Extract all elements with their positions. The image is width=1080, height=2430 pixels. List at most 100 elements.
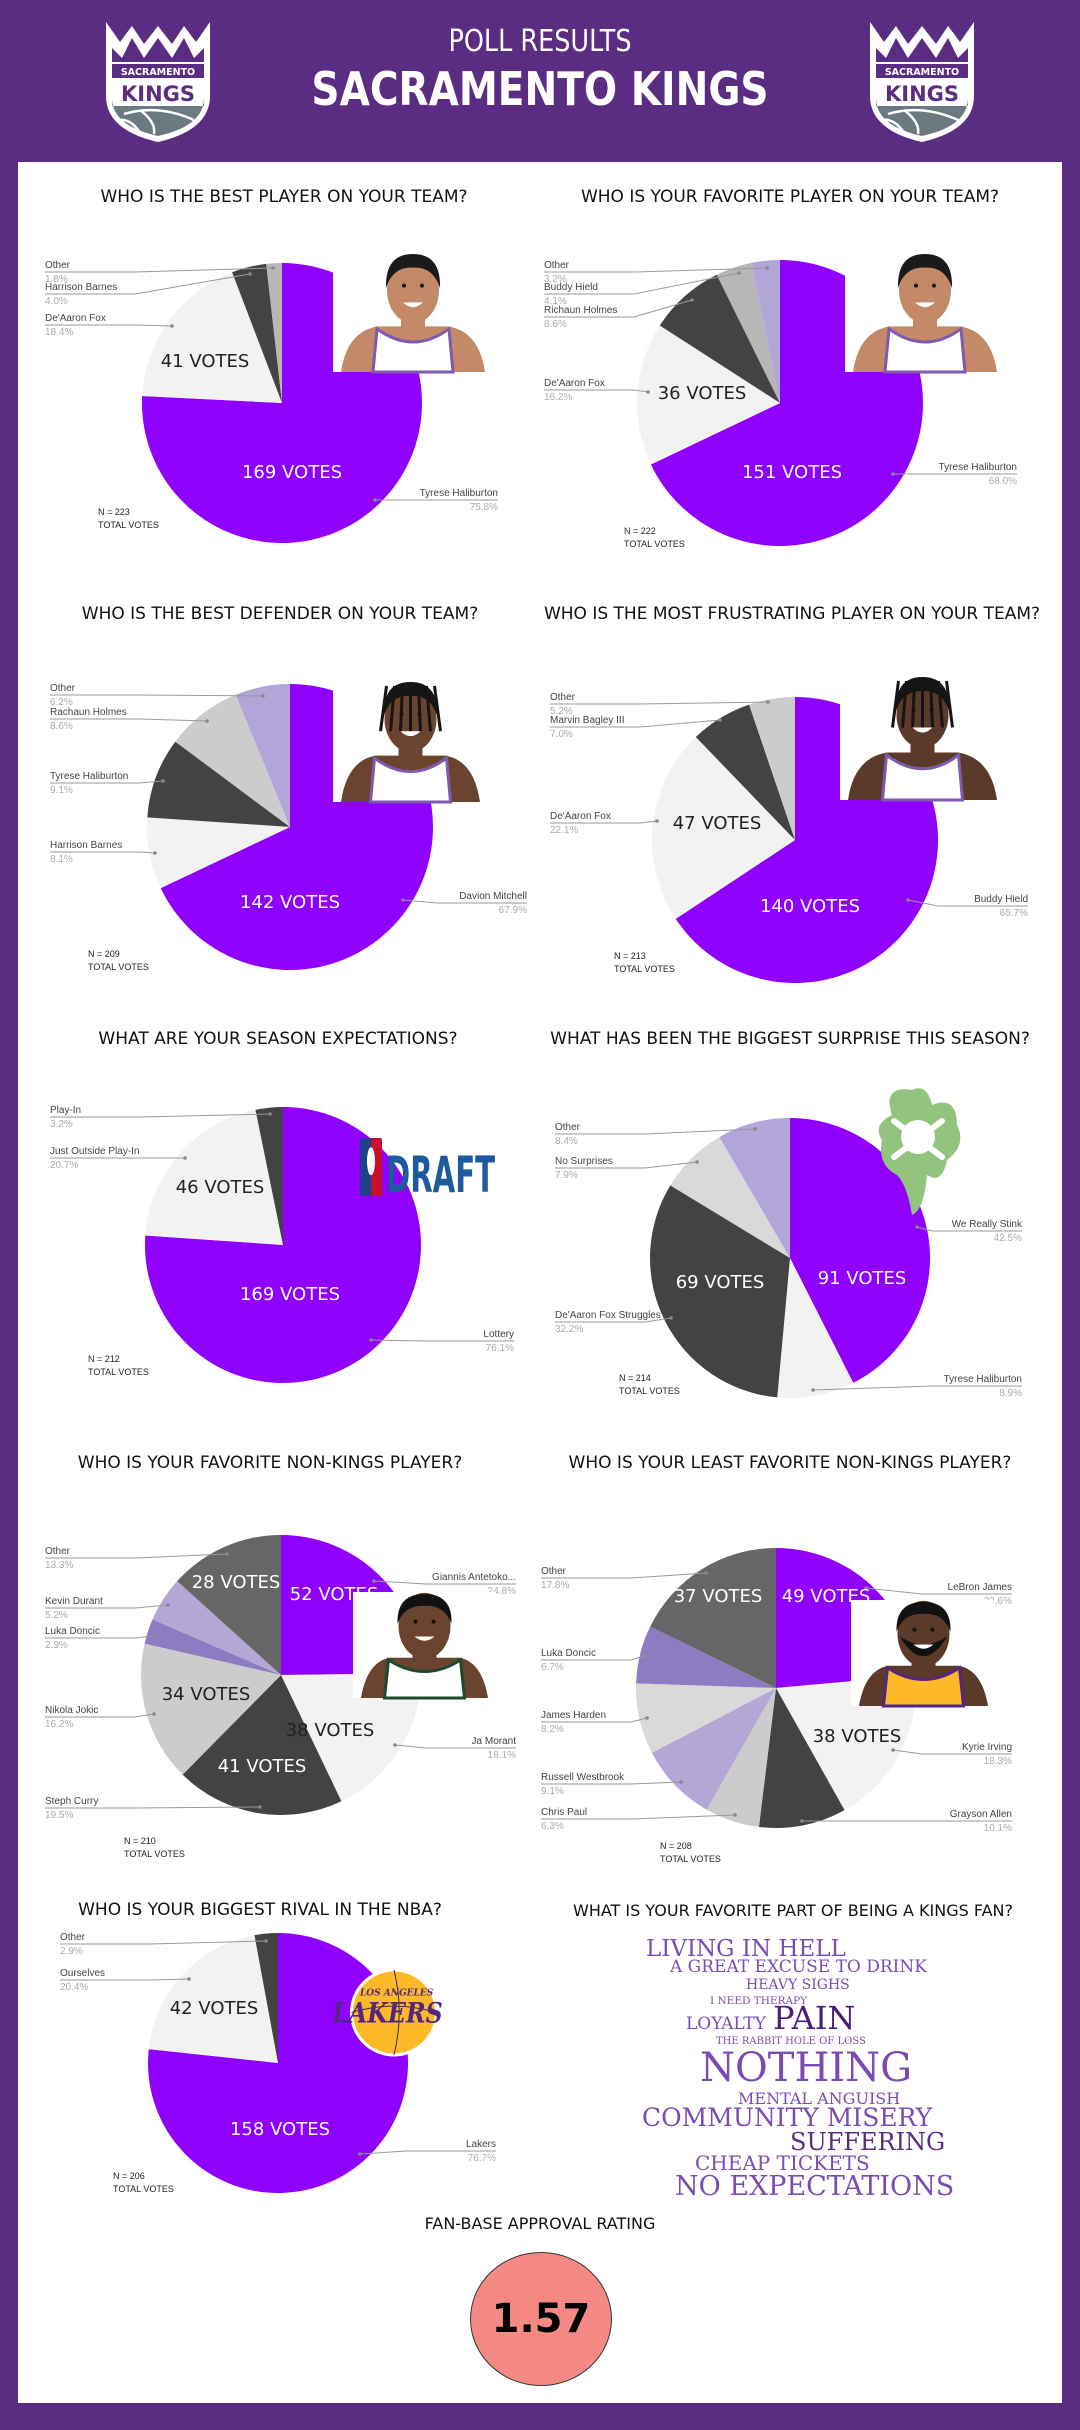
svg-text:13.3%: 13.3% <box>45 1560 73 1571</box>
pie-slice[interactable] <box>152 1581 281 1675</box>
pie-slice[interactable] <box>182 1675 342 1815</box>
pie-slice[interactable] <box>751 260 780 403</box>
slice-label: Lakers 76.7% <box>358 2139 496 2164</box>
total-votes-label: TOTAL VOTES <box>98 520 159 530</box>
svg-text:2.9%: 2.9% <box>45 1640 68 1651</box>
lebron-james-photo <box>851 1600 996 1708</box>
pie-slice[interactable] <box>749 697 795 840</box>
word-cloud-item: LIVING IN HELL <box>646 1936 846 1962</box>
slice-label: Grayson Allen 10.1% <box>800 1809 1012 1834</box>
pie-slice[interactable] <box>652 736 795 919</box>
pie-slice[interactable] <box>142 272 282 403</box>
n-count: N = 210 <box>124 1836 156 1846</box>
slice-label: Other 8.4% <box>555 1122 757 1147</box>
pie-slice[interactable] <box>636 1626 776 1688</box>
svg-text:Chris Paul: Chris Paul <box>541 1807 587 1818</box>
pie-slice[interactable] <box>636 1683 776 1753</box>
word-cloud-title: WHAT IS YOUR FAVORITE PART OF BEING A KI… <box>572 1901 1014 1920</box>
total-votes-label: TOTAL VOTES <box>113 2184 174 2194</box>
pie-slice[interactable] <box>145 1109 283 1245</box>
pie-slice[interactable] <box>140 1643 281 1775</box>
chart-title: WHO IS YOUR BIGGEST RIVAL IN THE NBA? <box>78 1900 442 1920</box>
pie-slice[interactable] <box>266 263 282 403</box>
pie-slice[interactable] <box>232 263 282 403</box>
svg-text:Other: Other <box>544 260 570 271</box>
svg-text:7.0%: 7.0% <box>550 729 573 740</box>
svg-text:KINGS: KINGS <box>885 82 959 106</box>
svg-text:24.8%: 24.8% <box>488 1586 516 1597</box>
pie-slice[interactable] <box>659 274 780 403</box>
pie-slice[interactable] <box>637 325 780 465</box>
kings-logo-right-icon: SACRAMENTO KINGS <box>870 22 974 142</box>
pie-slice[interactable] <box>148 1935 278 2063</box>
vote-count-label: 69 VOTES <box>676 1272 765 1293</box>
pie-slice[interactable] <box>255 1107 283 1245</box>
svg-text:Harrison Barnes: Harrison Barnes <box>45 282 117 293</box>
svg-text:De'Aaron Fox Struggles: De'Aaron Fox Struggles <box>555 1310 661 1321</box>
pie-slice[interactable] <box>235 684 290 827</box>
svg-text:65.7%: 65.7% <box>1000 908 1028 919</box>
slice-label: Other 3.2% <box>544 260 769 285</box>
pie-slice[interactable] <box>716 262 780 403</box>
vote-count-label: 41 VOTES <box>161 351 250 372</box>
slice-label: No Surprises 7.9% <box>555 1156 699 1181</box>
vote-count-label: 91 VOTES <box>818 1268 907 1289</box>
svg-text:SACRAMENTO: SACRAMENTO <box>121 67 195 78</box>
svg-text:Steph Curry: Steph Curry <box>45 1796 98 1807</box>
slice-label: Ourselves 20.4% <box>60 1968 191 1993</box>
svg-text:LOS ANGELES: LOS ANGELES <box>359 1989 434 1999</box>
svg-text:Other: Other <box>555 1122 581 1133</box>
svg-text:4.0%: 4.0% <box>45 296 68 307</box>
n-count: N = 209 <box>88 949 120 959</box>
slice-label: Ja Morant 18.1% <box>393 1736 516 1761</box>
word-cloud-item: THE RABBIT HOLE OF LOSS <box>716 2036 866 2047</box>
pie-slice[interactable] <box>706 1688 776 1827</box>
svg-text:3.2%: 3.2% <box>50 1119 73 1130</box>
pie-slice[interactable] <box>650 1548 776 1688</box>
pie-slice[interactable] <box>790 1117 931 1383</box>
svg-text:Giannis Antetoko...: Giannis Antetoko... <box>432 1572 516 1583</box>
total-votes-note: N = 223 TOTAL VOTES <box>98 506 159 532</box>
pie-slice[interactable] <box>651 1688 776 1810</box>
total-votes-label: TOTAL VOTES <box>88 962 149 972</box>
pie-slice[interactable] <box>670 1137 790 1258</box>
svg-text:5.2%: 5.2% <box>45 1610 68 1621</box>
pie-slice[interactable] <box>649 1185 790 1398</box>
slice-label: Steph Curry 19.5% <box>45 1796 262 1821</box>
svg-text:KINGS: KINGS <box>121 82 195 106</box>
word-cloud-item: A GREAT EXCUSE TO DRINK <box>670 1957 927 1977</box>
pie-slice[interactable] <box>147 741 290 827</box>
slice-label: Luka Doncic 6.7% <box>541 1648 649 1673</box>
svg-text:9.1%: 9.1% <box>541 1786 564 1797</box>
pie-slice[interactable] <box>776 1675 916 1811</box>
vote-count-label: 47 VOTES <box>673 813 762 834</box>
pie-slice[interactable] <box>695 704 795 840</box>
pie-slice[interactable] <box>254 1933 278 2063</box>
slice-label: Buddy Hield 4.1% <box>544 271 741 307</box>
total-votes-label: TOTAL VOTES <box>660 1854 721 1864</box>
slice-label: Other 13.3% <box>45 1546 229 1571</box>
svg-text:6.3%: 6.3% <box>541 1821 564 1832</box>
pie-slice[interactable] <box>281 1673 421 1802</box>
vote-count-label: 169 VOTES <box>240 1284 340 1305</box>
pie-slice[interactable] <box>144 1619 281 1675</box>
vote-count-label: 151 VOTES <box>742 462 842 483</box>
svg-text:1.8%: 1.8% <box>45 274 68 285</box>
pie-slice[interactable] <box>758 1688 845 1828</box>
svg-text:16.2%: 16.2% <box>544 392 572 403</box>
pie-slice[interactable] <box>777 1258 854 1398</box>
svg-text:Play-In: Play-In <box>50 1105 81 1116</box>
pie-slice[interactable] <box>146 817 290 889</box>
vote-count-label: 52 VOTES <box>290 1584 379 1605</box>
svg-text:18.3%: 18.3% <box>984 1756 1012 1767</box>
n-count: N = 214 <box>619 1373 651 1383</box>
pie-slice[interactable] <box>177 1535 281 1675</box>
total-votes-note: N = 210 TOTAL VOTES <box>124 1835 185 1861</box>
pie-slice[interactable] <box>175 694 290 827</box>
pie-slice[interactable] <box>719 1118 790 1258</box>
svg-text:6.2%: 6.2% <box>50 697 73 708</box>
pie-slice[interactable] <box>145 1107 422 1383</box>
svg-text:20.4%: 20.4% <box>60 1982 88 1993</box>
slice-label: Nikola Jokic 16.2% <box>45 1705 156 1730</box>
n-count: N = 222 <box>624 526 656 536</box>
